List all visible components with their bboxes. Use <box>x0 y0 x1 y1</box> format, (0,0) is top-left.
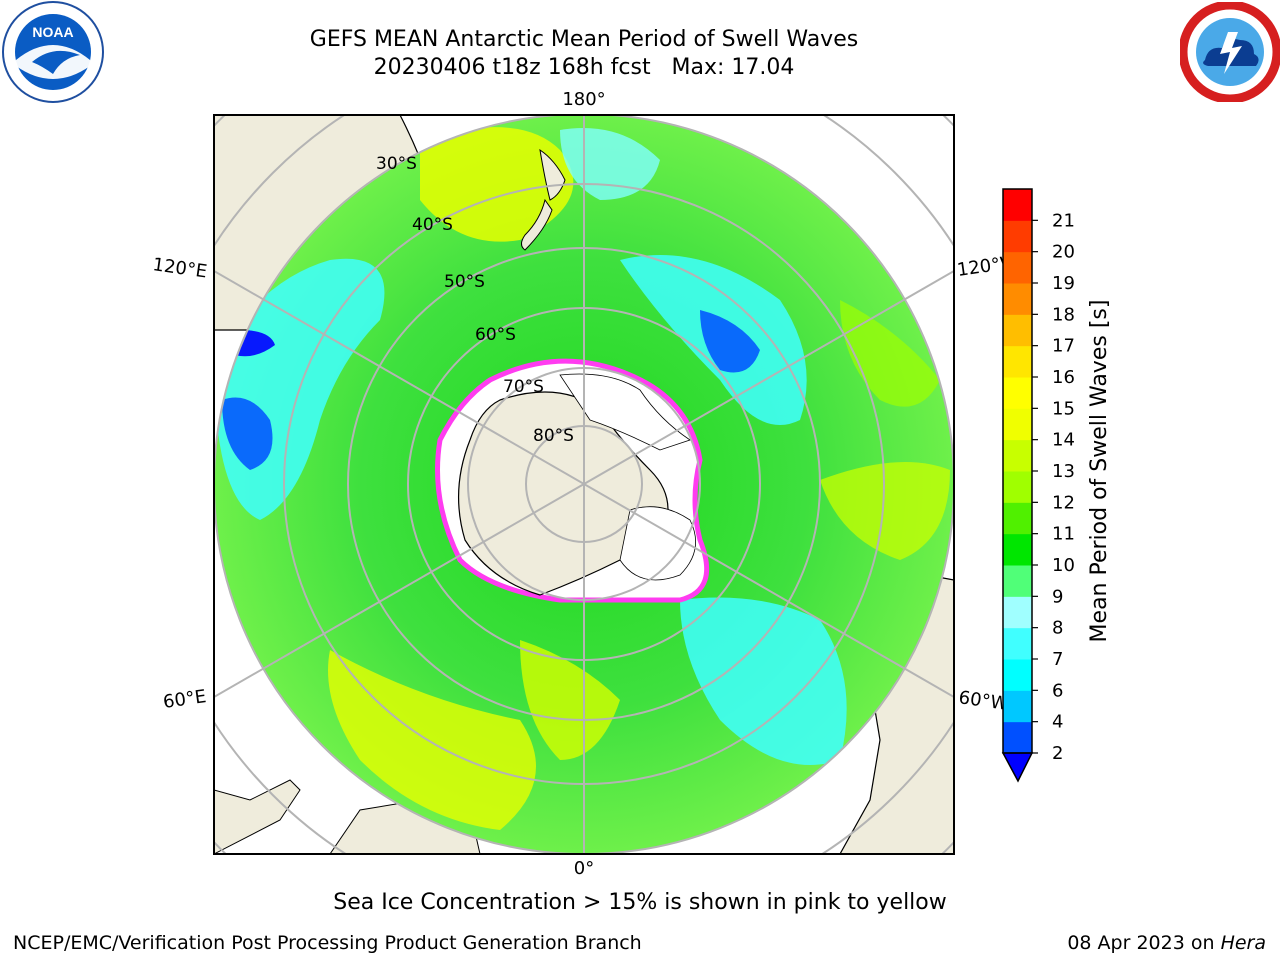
lat-label-70s: 70°S <box>503 377 544 397</box>
colorbar-segment <box>1003 565 1032 597</box>
footer-branch: NCEP/EMC/Verification Post Processing Pr… <box>13 932 642 954</box>
colorbar-tick-label: 8 <box>1052 618 1063 639</box>
swell-cyan-region <box>680 597 847 765</box>
new-zealand-south <box>521 198 553 251</box>
colorbar-segment <box>1003 659 1032 691</box>
lon-label-60e: 60°E <box>162 686 208 713</box>
colorbar-tick-label: 2 <box>1052 743 1063 764</box>
lat-label-80s: 80°S <box>533 426 574 446</box>
map-area: 30°S 40°S 50°S 60°S 70°S 80°S <box>214 115 954 854</box>
lat-label-30s: 30°S <box>376 154 417 174</box>
swell-blue-region <box>700 310 760 373</box>
map-frame <box>213 114 955 855</box>
swell-yellow-region <box>328 650 536 830</box>
colorbar-tick-label: 20 <box>1052 242 1075 263</box>
colorbar-segment <box>1003 408 1032 441</box>
colorbar-tick-label: 17 <box>1052 336 1075 357</box>
colorbar-segment <box>1003 596 1032 629</box>
swell-yellow-region <box>520 640 620 760</box>
colorbar-segment <box>1003 314 1032 347</box>
colorbar-extend-arrow <box>1001 752 1034 783</box>
ice-shelf <box>559 373 691 451</box>
colorbar-segment <box>1003 377 1032 409</box>
colorbar-segment <box>1003 251 1032 284</box>
colorbar-segment <box>1003 690 1032 723</box>
graticule <box>214 115 954 854</box>
colorbar-tick-label: 12 <box>1052 492 1075 513</box>
footer-host: Hera <box>1220 932 1266 954</box>
colorbar-segment <box>1003 721 1032 754</box>
colorbar-tick-label: 6 <box>1052 680 1063 701</box>
colorbar-tick-label: 19 <box>1052 273 1075 294</box>
footer-date-text: 08 Apr 2023 on <box>1067 932 1221 954</box>
noaa-logo: NOAA <box>2 1 104 103</box>
lon-label-0: 0° <box>574 858 594 879</box>
colorbar-frame <box>1002 188 1033 754</box>
sea-ice-caption: Sea Ice Concentration > 15% is shown in … <box>333 890 947 915</box>
new-zealand-north <box>539 148 566 201</box>
noaa-logo-text: NOAA <box>32 24 73 40</box>
colorbar-tick-label: 16 <box>1052 367 1075 388</box>
lat-label-50s: 50°S <box>444 272 485 292</box>
colorbar-tick-label: 9 <box>1052 586 1063 607</box>
ice-shelf <box>619 506 696 581</box>
madagascar-landmass <box>214 779 301 854</box>
lon-label-120e: 120°E <box>151 254 208 282</box>
lat-label-60s: 60°S <box>475 325 516 345</box>
colorbar-segment <box>1003 502 1032 535</box>
colorbar-tick-label: 13 <box>1052 461 1075 482</box>
footer-date: 08 Apr 2023 on Hera <box>1067 932 1266 954</box>
lon-label-180: 180° <box>562 89 605 110</box>
swell-yellow-region <box>420 127 574 242</box>
colorbar-tick-label: 4 <box>1052 712 1063 733</box>
colorbar-tick-label: 11 <box>1052 524 1075 545</box>
colorbar-segment <box>1003 471 1032 503</box>
colorbar-tick-label: 14 <box>1052 430 1075 451</box>
chart-subtitle: 20230406 t18z 168h fcst Max: 17.04 <box>373 55 795 80</box>
nws-logo <box>1180 2 1280 102</box>
colorbar-tick-label: 21 <box>1052 210 1075 231</box>
lon-label-60w: 60°W <box>957 687 1009 715</box>
colorbar: 2 4 6 7 8 9 10 11 12 13 14 15 16 17 18 19 20 21 <box>1003 189 1075 764</box>
colorbar-segment <box>1003 220 1032 253</box>
colorbar-segment <box>1003 439 1032 472</box>
chart-title: GEFS MEAN Antarctic Mean Period of Swell… <box>309 27 859 52</box>
colorbar-segment <box>1003 283 1032 315</box>
colorbar-tick-label: 7 <box>1052 649 1063 670</box>
colorbar-label: Mean Period of Swell Waves [s] <box>1087 300 1112 643</box>
lat-label-40s: 40°S <box>412 215 453 235</box>
colorbar-segment <box>1003 345 1032 378</box>
swell-blue-region <box>222 397 273 470</box>
colorbar-segment <box>1003 189 1032 221</box>
colorbar-tick-label: 15 <box>1052 398 1075 419</box>
colorbar-tick-label: 18 <box>1052 304 1075 325</box>
colorbar-tick-label: 10 <box>1052 555 1075 576</box>
colorbar-segment <box>1003 627 1032 660</box>
colorbar-segment <box>1003 533 1032 566</box>
swell-yellow-region <box>820 462 950 560</box>
